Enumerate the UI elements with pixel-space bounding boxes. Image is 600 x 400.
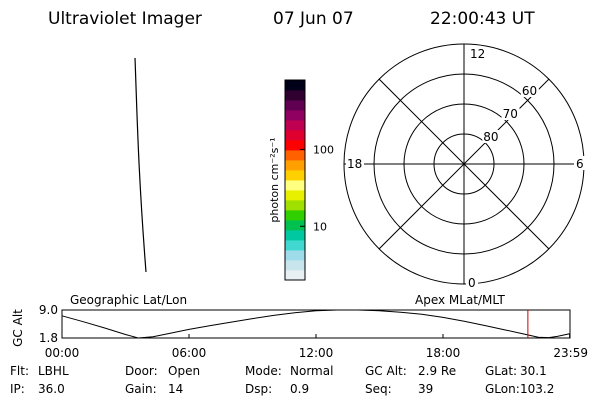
info-value: 14	[168, 382, 183, 396]
orbit-x-tick-label: 23:59	[553, 346, 588, 360]
info-label: Dsp:	[245, 382, 272, 396]
info-value: 2.9 Re	[418, 364, 456, 378]
orbit-y-tick-label: 9.0	[39, 303, 58, 317]
colorbar-cell	[285, 210, 305, 221]
info-value: 36.0	[38, 382, 65, 396]
colorbar-cell	[285, 270, 305, 281]
instrument-title: Ultraviolet Imager	[48, 9, 202, 29]
colorbar-cell	[285, 150, 305, 161]
info-value: 103.2	[520, 382, 554, 396]
info-label: GLon:	[485, 382, 520, 396]
orbit-x-tick-label: 18:00	[426, 346, 461, 360]
colorbar-cell	[285, 240, 305, 251]
colorbar-cell	[285, 170, 305, 181]
polar-ring-label: 70	[503, 107, 518, 121]
colorbar-cell	[285, 200, 305, 211]
info-value: 0.9	[290, 382, 309, 396]
image-limb-arc	[134, 57, 147, 273]
info-value: Open	[168, 364, 200, 378]
info-label: Flt:	[10, 364, 29, 378]
orbit-right-label: Apex MLat/MLT	[415, 293, 505, 307]
orbit-x-tick-label: 12:00	[299, 346, 334, 360]
colorbar: 100 10 photon cm⁻²s⁻¹	[268, 79, 334, 281]
info-label: Mode:	[245, 364, 282, 378]
colorbar-cell	[285, 260, 305, 271]
info-value: LBHL	[38, 364, 69, 378]
colorbar-tick-label: 10	[313, 220, 327, 233]
colorbar-tick-label: 100	[313, 143, 334, 156]
colorbar-cell	[285, 220, 305, 231]
info-value: Normal	[290, 364, 333, 378]
colorbar-units-label: photon cm⁻²s⁻¹	[268, 137, 281, 222]
orbit-x-tick-label: 00:00	[45, 346, 80, 360]
colorbar-cell	[285, 180, 305, 191]
orbit-y-tick-label: 1.8	[39, 331, 58, 345]
orbit-x-tick-label: 06:00	[172, 346, 207, 360]
colorbar-cell	[285, 120, 305, 131]
colorbar-frame	[284, 79, 306, 281]
polar-label-dawn: 6	[576, 157, 584, 171]
orbit-plot: Geographic Lat/Lon Apex MLat/MLT GC Alt …	[11, 293, 588, 360]
polar-ring-label: 80	[483, 130, 498, 144]
colorbar-cell	[285, 140, 305, 151]
polar-label-dusk: 18	[347, 157, 362, 171]
info-label: IP:	[10, 382, 25, 396]
orbit-left-label: Geographic Lat/Lon	[70, 293, 187, 307]
colorbar-cell	[285, 160, 305, 171]
orbit-y-axis-label: GC Alt	[11, 309, 25, 347]
polar-label-midnight: 0	[468, 276, 476, 290]
colorbar-cell	[285, 110, 305, 121]
info-label: Gain:	[125, 382, 157, 396]
polar-diagonal-nw	[378, 78, 550, 250]
polar-label-noon: 12	[470, 47, 485, 61]
polar-ring-label: 60	[522, 84, 537, 98]
info-value: 39	[418, 382, 433, 396]
polar-plot: 12 0 18 6 80 70 60	[343, 43, 586, 290]
colorbar-cell	[285, 90, 305, 101]
colorbar-cell	[285, 130, 305, 141]
orbit-altitude-line	[61, 309, 570, 339]
info-label: GLat:	[485, 364, 517, 378]
info-label: Seq:	[365, 382, 392, 396]
colorbar-cell	[285, 230, 305, 241]
info-label: GC Alt:	[365, 364, 407, 378]
colorbar-cell	[285, 80, 305, 91]
date-label: 07 Jun 07	[273, 9, 354, 29]
time-label: 22:00:43 UT	[430, 9, 535, 29]
info-block: Flt: LBHL IP: 36.0 Door: Open Gain: 14 Mode: Norm…	[10, 364, 554, 396]
colorbar-cell	[285, 250, 305, 261]
colorbar-cell	[285, 190, 305, 201]
info-value: 30.1	[520, 364, 547, 378]
colorbar-cell	[285, 100, 305, 111]
info-label: Door:	[125, 364, 158, 378]
